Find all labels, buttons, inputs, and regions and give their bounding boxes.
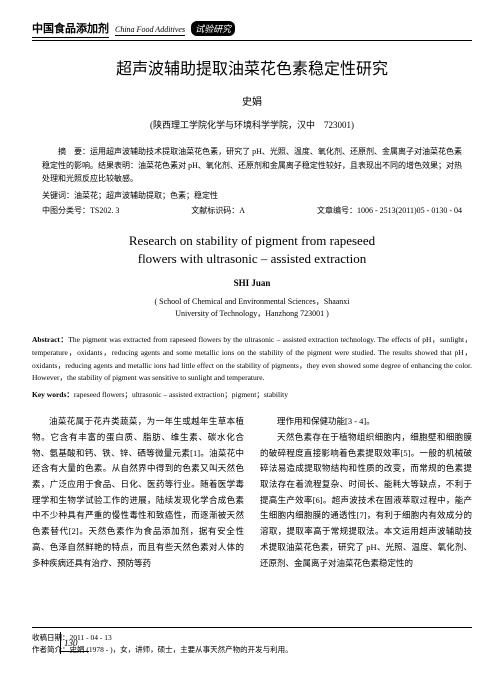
article-no-value: 1006 - 2513(2011)05 - 0130 - 04 — [357, 206, 462, 215]
journal-name-cn: 中国食品添加剂 — [32, 20, 109, 38]
author-bio: 史娟 (1978 - )，女，讲师，硕士，主要从事天然产物的开发与利用。 — [70, 645, 293, 654]
body-right-p2: 天然色素存在于植物组织细胞内，细胞壁和细胞膜的破碎程度直接影响着色素提取效率[5… — [260, 430, 472, 571]
clc-label: 中图分类号： — [42, 206, 90, 215]
footer-rule — [32, 627, 472, 628]
keywords-en-text: rapeseed flowers；ultrasonic – assisted e… — [74, 390, 288, 399]
affiliation-en: ( School of Chemical and Environmental S… — [32, 296, 472, 320]
abstract-cn-text: 运用超声波辅助技术提取油菜花色素，研究了 pH、光照、温度、氧化剂、还原剂、金属… — [42, 147, 462, 183]
clc-value: TS202. 3 — [90, 206, 119, 215]
affiliation-en-line2: University of Technology，Hanzhong 723001… — [32, 308, 472, 320]
author-en: SHI Juan — [32, 278, 472, 288]
affiliation-cn: (陕西理工学院化学与环境科学学院，汉中 723001) — [32, 118, 472, 131]
article-no-label: 文章编号： — [317, 206, 357, 215]
keywords-en-label: Key words： — [32, 390, 74, 399]
body-columns: 油菜花属于花卉类蔬菜，为一年生或越年生草本植物。它含有丰富的蛋白质、脂肪、维生素… — [32, 414, 472, 571]
paper-title-cn: 超声波辅助提取油菜花色素稳定性研究 — [32, 55, 472, 79]
doc-code-label: 文献标识码： — [191, 206, 239, 215]
keywords-cn-text: 油菜花；超声波辅助提取；色素；稳定性 — [74, 191, 218, 200]
section-badge: 试验研究 — [191, 21, 235, 36]
affiliation-en-line1: ( School of Chemical and Environmental S… — [32, 296, 472, 308]
author-cn: 史娟 — [32, 93, 472, 108]
paper-title-en-line1: Research on stability of pigment from ra… — [32, 232, 472, 250]
classification-row: 中图分类号：TS202. 3 文献标识码：A 文章编号：1006 - 2513(… — [42, 205, 462, 216]
abstract-cn-label: 摘 要： — [58, 147, 90, 156]
body-col-right: 理作用和保健功能[3 - 4]。 天然色素存在于植物组织细胞内，细胞壁和细胞膜的… — [260, 414, 472, 571]
keywords-cn-label: 关键词： — [42, 191, 74, 200]
abstract-en-text: The pigment was extracted from rapeseed … — [32, 335, 472, 382]
keywords-en: Key words：rapeseed flowers；ultrasonic – … — [32, 389, 472, 400]
page-number: 130 — [50, 640, 64, 650]
body-left-p1: 油菜花属于花卉类蔬菜，为一年生或越年生草本植物。它含有丰富的蛋白质、脂肪、维生素… — [32, 414, 244, 571]
abstract-en: Abstract：The pigment was extracted from … — [32, 334, 472, 385]
header-rule — [32, 40, 472, 41]
footer-block: 收稿日期：2011 - 04 - 13 作者简介：史娟 (1978 - )，女，… — [32, 627, 472, 656]
abstract-cn: 摘 要：运用超声波辅助技术提取油菜花色素，研究了 pH、光照、温度、氧化剂、还原… — [42, 145, 462, 186]
body-right-p1: 理作用和保健功能[3 - 4]。 — [260, 414, 472, 430]
body-col-left: 油菜花属于花卉类蔬菜，为一年生或越年生草本植物。它含有丰富的蛋白质、脂肪、维生素… — [32, 414, 244, 571]
paper-title-en-line2: flowers with ultrasonic – assisted extra… — [32, 250, 472, 268]
keywords-cn: 关键词：油菜花；超声波辅助提取；色素；稳定性 — [42, 190, 462, 201]
doc-code-value: A — [239, 206, 245, 215]
abstract-en-label: Abstract： — [32, 335, 68, 344]
journal-name-en: China Food Additives — [115, 25, 185, 36]
paper-title-en: Research on stability of pigment from ra… — [32, 232, 472, 268]
